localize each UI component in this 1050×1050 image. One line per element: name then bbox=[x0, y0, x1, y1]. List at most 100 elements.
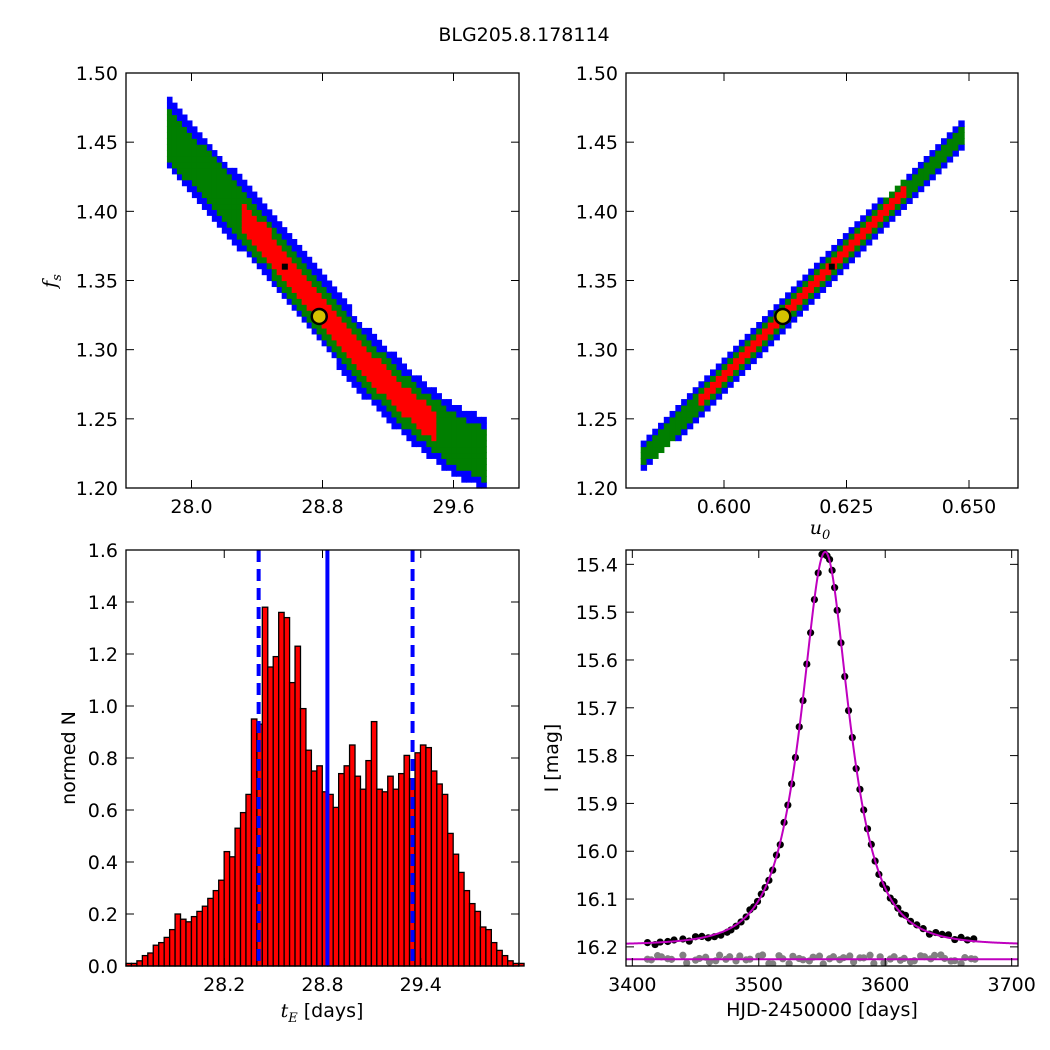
cell-1sigma bbox=[842, 244, 850, 252]
cell-2sigma bbox=[865, 215, 873, 222]
cell-1sigma bbox=[894, 191, 902, 199]
cell-2sigma bbox=[216, 197, 223, 205]
cell-3sigma bbox=[236, 173, 243, 181]
cell-3sigma bbox=[321, 280, 328, 288]
histogram-bar bbox=[288, 681, 296, 967]
histogram-bar bbox=[474, 910, 482, 967]
cell-2sigma bbox=[371, 345, 378, 353]
cell-2sigma bbox=[191, 150, 198, 157]
cell-1sigma bbox=[704, 393, 711, 400]
cell-2sigma bbox=[186, 150, 193, 157]
cell-3sigma bbox=[261, 203, 268, 210]
cell-3sigma bbox=[686, 393, 694, 400]
lightcurve-ylabel: I [mag] bbox=[541, 724, 563, 793]
cell-3sigma bbox=[773, 333, 780, 341]
histogram-bar bbox=[501, 954, 509, 967]
cell-1sigma bbox=[336, 322, 343, 329]
cell-2sigma bbox=[186, 144, 193, 151]
cell-1sigma bbox=[416, 405, 422, 412]
x-tick-label: 3400 bbox=[608, 974, 656, 996]
cell-2sigma bbox=[221, 191, 228, 199]
cell-2sigma bbox=[166, 120, 173, 127]
cell-2sigma bbox=[436, 405, 442, 412]
cell-2sigma bbox=[216, 161, 223, 169]
cell-1sigma bbox=[241, 209, 248, 216]
cell-2sigma bbox=[929, 156, 936, 163]
cell-2sigma bbox=[336, 345, 343, 353]
cell-1sigma bbox=[860, 233, 867, 240]
cell-2sigma bbox=[658, 440, 665, 448]
cell-2sigma bbox=[171, 126, 178, 133]
cell-1sigma bbox=[261, 221, 268, 228]
cell-2sigma bbox=[216, 185, 223, 193]
cell-2sigma bbox=[436, 399, 442, 406]
cell-3sigma bbox=[721, 357, 728, 365]
cell-1sigma bbox=[371, 375, 378, 382]
cell-3sigma bbox=[271, 221, 278, 228]
cell-3sigma bbox=[361, 393, 368, 400]
cell-2sigma bbox=[796, 286, 803, 293]
cell-1sigma bbox=[421, 399, 427, 406]
cell-3sigma bbox=[854, 250, 861, 258]
cell-2sigma bbox=[476, 446, 482, 454]
panel-te-histogram: 28.2 28.8 29.40.00.20.40.60.81.01.21.41.6 … bbox=[58, 540, 525, 1026]
cell-2sigma bbox=[391, 363, 398, 371]
cell-3sigma bbox=[211, 209, 218, 216]
histogram-bar bbox=[365, 759, 373, 967]
cell-2sigma bbox=[733, 369, 740, 376]
cell-2sigma bbox=[296, 262, 303, 270]
cell-2sigma bbox=[176, 138, 183, 145]
cell-3sigma bbox=[842, 233, 850, 240]
cell-2sigma bbox=[871, 209, 879, 216]
cell-3sigma bbox=[256, 203, 263, 210]
cell-1sigma bbox=[331, 327, 338, 335]
y-tick-label: 16.2 bbox=[576, 937, 618, 959]
cell-2sigma bbox=[441, 416, 447, 424]
cell-3sigma bbox=[171, 167, 178, 175]
cell-2sigma bbox=[481, 452, 487, 459]
cell-3sigma bbox=[871, 233, 879, 240]
cell-2sigma bbox=[481, 458, 487, 465]
cell-3sigma bbox=[871, 203, 879, 210]
cell-1sigma bbox=[381, 369, 388, 376]
cell-2sigma bbox=[681, 410, 688, 418]
cell-2sigma bbox=[790, 292, 798, 299]
cell-2sigma bbox=[871, 227, 879, 234]
cell-3sigma bbox=[376, 339, 383, 347]
cell-1sigma bbox=[266, 239, 273, 246]
cell-3sigma bbox=[331, 286, 338, 293]
cell-3sigma bbox=[381, 345, 388, 353]
cell-2sigma bbox=[171, 144, 178, 151]
cell-2sigma bbox=[166, 126, 173, 133]
u0-fs-ticks: 0.600 0.625 0.650 1.20 1.25 1.30 1.35 1.40 1.45 1… bbox=[576, 63, 1018, 518]
cell-1sigma bbox=[773, 322, 780, 329]
cell-3sigma bbox=[825, 250, 832, 258]
cell-3sigma bbox=[865, 239, 873, 246]
cell-2sigma bbox=[181, 150, 188, 157]
cell-2sigma bbox=[251, 203, 258, 210]
cell-3sigma bbox=[865, 209, 873, 216]
cell-3sigma bbox=[391, 357, 398, 365]
cell-1sigma bbox=[785, 304, 792, 311]
cell-3sigma bbox=[813, 262, 821, 270]
cell-3sigma bbox=[311, 262, 318, 270]
cell-2sigma bbox=[461, 440, 467, 448]
cell-1sigma bbox=[281, 250, 288, 258]
residual-point bbox=[819, 960, 827, 966]
cell-1sigma bbox=[386, 375, 393, 382]
cell-2sigma bbox=[640, 452, 648, 459]
cell-3sigma bbox=[733, 345, 740, 353]
cell-1sigma bbox=[426, 405, 432, 412]
cell-3sigma bbox=[406, 369, 413, 376]
cell-3sigma bbox=[176, 108, 183, 116]
cell-2sigma bbox=[406, 375, 413, 382]
cell-2sigma bbox=[941, 156, 948, 163]
histogram-bar bbox=[179, 918, 187, 967]
cell-2sigma bbox=[321, 327, 328, 335]
cell-1sigma bbox=[361, 351, 368, 359]
y-tick-label: 1.25 bbox=[576, 409, 618, 431]
cell-2sigma bbox=[825, 256, 832, 264]
cell-1sigma bbox=[391, 399, 398, 406]
cell-2sigma bbox=[186, 138, 193, 145]
cell-2sigma bbox=[191, 179, 198, 187]
